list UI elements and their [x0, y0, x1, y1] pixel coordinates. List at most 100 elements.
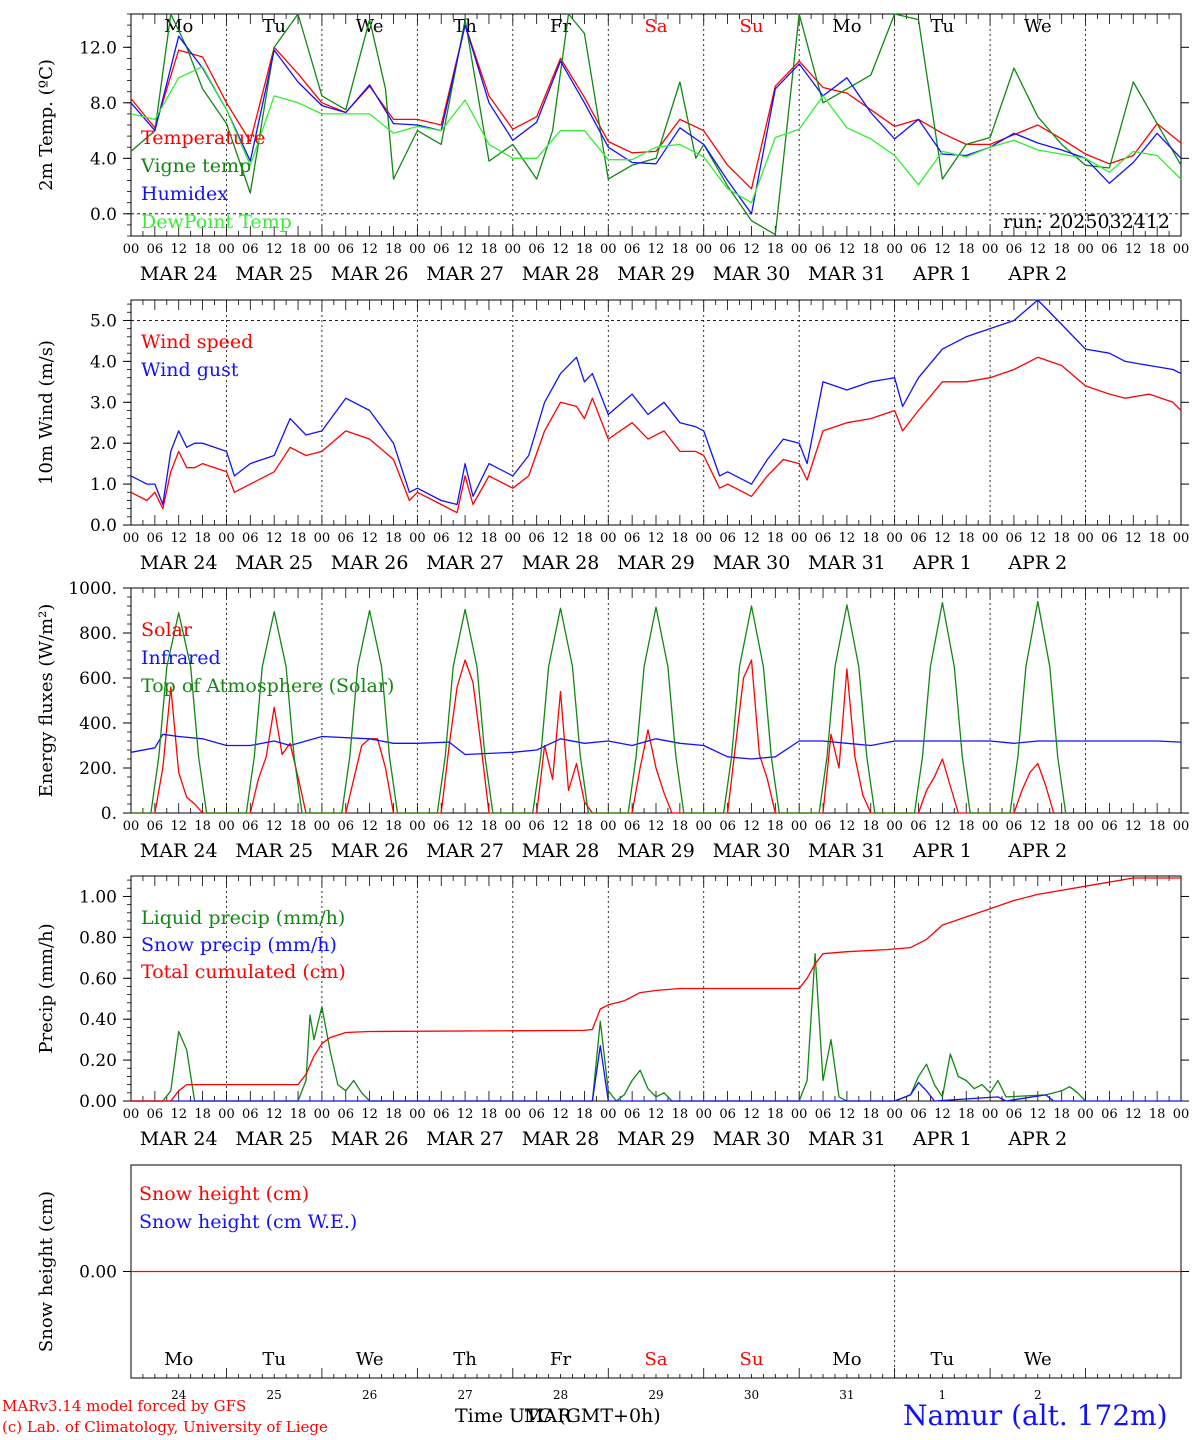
panel-3-hour-label: 12	[648, 819, 665, 834]
panel-1-date-label: MAR 25	[235, 263, 313, 285]
panel-3-hour-label: 12	[1125, 819, 1142, 834]
panel-1-hour-label: 12	[457, 242, 474, 257]
panel-2-ytick-label: 4.0	[90, 352, 117, 372]
panel-3-date-label: MAR 30	[713, 840, 791, 862]
panel-3-hour-label: 06	[1006, 819, 1023, 834]
panel-2-hour-label: 00	[695, 531, 712, 546]
panel-1-hour-label: 06	[624, 242, 641, 257]
panel-4-date-label: MAR 30	[713, 1128, 791, 1150]
panel-4-ytick-label: 0.20	[79, 1051, 117, 1071]
panel-4-hour-label: 00	[1077, 1107, 1094, 1122]
panel-3-hour-label: 06	[337, 819, 354, 834]
panel-5-day-number: 26	[362, 1388, 377, 1402]
panel-1-hour-label: 00	[123, 242, 140, 257]
panel-3-date-label: MAR 24	[140, 840, 218, 862]
panel-3-hour-label: 06	[910, 819, 927, 834]
panel-1-hour-label: 06	[147, 242, 164, 257]
panel-1-hour-label: 18	[862, 242, 879, 257]
panel-5-day-number: 28	[553, 1388, 568, 1402]
panel-4-hour-label: 18	[290, 1107, 307, 1122]
panel-3-date-label: MAR 26	[331, 840, 409, 862]
panel-3-hour-label: 06	[815, 819, 832, 834]
panel-1-hour-label: 06	[719, 242, 736, 257]
panel-2-hour-label: 18	[290, 531, 307, 546]
panel-1-legend-entry: Vigne temp	[140, 155, 251, 177]
panel-1-hour-label: 00	[1173, 242, 1190, 257]
panel-4-hour-label: 18	[958, 1107, 975, 1122]
panel-2-legend-entry: Wind speed	[141, 331, 253, 353]
panel-5-ytick-label: 0.00	[79, 1263, 117, 1283]
panel-1-hour-label: 00	[886, 242, 903, 257]
panel-2-hour-label: 12	[1125, 531, 1142, 546]
panel-4-date-label: MAR 26	[331, 1128, 409, 1150]
panel-3-hour-label: 00	[695, 819, 712, 834]
panel-4-ytick-label: 0.00	[79, 1092, 117, 1112]
panel-4-hour-label: 18	[1149, 1107, 1166, 1122]
day-name-top: Sa	[644, 16, 667, 37]
panel-3-hour-label: 18	[576, 819, 593, 834]
station-name: Namur (alt. 172m)	[903, 1399, 1168, 1432]
panel-4-hour-label: 06	[433, 1107, 450, 1122]
panel-3-hour-label: 12	[839, 819, 856, 834]
panel-5-legend-entry: Snow height (cm)	[139, 1183, 309, 1205]
panel-4-hour-label: 12	[1125, 1107, 1142, 1122]
panel-3-hour-label: 12	[361, 819, 378, 834]
panel-2-frame	[130, 299, 1182, 526]
panel-1-ytick-label: 0.0	[90, 205, 117, 225]
panel-4-hour-label: 12	[839, 1107, 856, 1122]
panel-3-ytick-label: 800.	[79, 624, 117, 644]
panel-5-day-number: 25	[267, 1388, 282, 1402]
panel-1-legend-entry: Temperature	[141, 127, 265, 149]
panel-3-hour-label: 00	[505, 819, 522, 834]
panel-2-hour-label: 00	[1077, 531, 1094, 546]
panel-1-hour-label: 12	[552, 242, 569, 257]
panel-3-hour-label: 00	[218, 819, 235, 834]
panel-4-hour-label: 18	[194, 1107, 211, 1122]
panel-4-hour-label: 06	[337, 1107, 354, 1122]
panel-3-hour-label: 00	[1077, 819, 1094, 834]
panel-1-date-label: APR 2	[1007, 263, 1067, 285]
panel-4-hour-label: 12	[1030, 1107, 1047, 1122]
panel-5-day-name: Tu	[931, 1349, 955, 1370]
panel-1-ylabel: 2m Temp. (ºC)	[36, 59, 57, 191]
panel-2-hour-label: 06	[1006, 531, 1023, 546]
panel-2-hour-label: 12	[361, 531, 378, 546]
panel-4-series-1-line	[131, 953, 1086, 1102]
panel-3-hour-label: 18	[194, 819, 211, 834]
panel-1-hour-label: 06	[1101, 242, 1118, 257]
panel-1-hour-label: 12	[1125, 242, 1142, 257]
panel-3-date-label: MAR 25	[235, 840, 313, 862]
panel-4-hour-label: 18	[672, 1107, 689, 1122]
panel-1-hour-label: 00	[409, 242, 426, 257]
panel-1-hour-label: 00	[505, 242, 522, 257]
panel-1-ytick-label: 8.0	[90, 94, 117, 114]
panel-3-hour-label: 12	[743, 819, 760, 834]
panel-1-hour-label: 18	[1149, 242, 1166, 257]
x-axis-title-overlap: MAR	[524, 1405, 572, 1427]
panel-2-hour-label: 06	[624, 531, 641, 546]
panel-5-day-number: 27	[457, 1388, 472, 1402]
panel-2-hour-label: 00	[505, 531, 522, 546]
panel-5-day-name: Tu	[262, 1349, 286, 1370]
panel-1-hour-label: 18	[481, 242, 498, 257]
panel-3-hour-label: 18	[1053, 819, 1070, 834]
panel-4-hour-label: 18	[576, 1107, 593, 1122]
panel-4-hour-label: 18	[862, 1107, 879, 1122]
panel-3-hour-label: 06	[1101, 819, 1118, 834]
panel-3-date-label: MAR 28	[522, 840, 600, 862]
panel-1-hour-label: 06	[1006, 242, 1023, 257]
panel-4-hour-label: 18	[385, 1107, 402, 1122]
panel-4-hour-label: 12	[266, 1107, 283, 1122]
panel-3-ytick-label: 200.	[79, 759, 117, 779]
panel-4-legend-entry: Snow precip (mm/h)	[141, 934, 337, 956]
panel-2-ytick-label: 1.0	[90, 475, 117, 495]
panel-3-hour-label: 18	[385, 819, 402, 834]
panel-1-hour-label: 18	[1053, 242, 1070, 257]
panel-4-hour-label: 18	[481, 1107, 498, 1122]
panel-4-hour-label: 06	[528, 1107, 545, 1122]
panel-1-hour-label: 12	[266, 242, 283, 257]
panel-4-date-label: MAR 29	[617, 1128, 695, 1150]
panel-2-hour-label: 18	[767, 531, 784, 546]
panel-2-date-label: APR 1	[912, 552, 972, 574]
panel-2-hour-label: 12	[648, 531, 665, 546]
